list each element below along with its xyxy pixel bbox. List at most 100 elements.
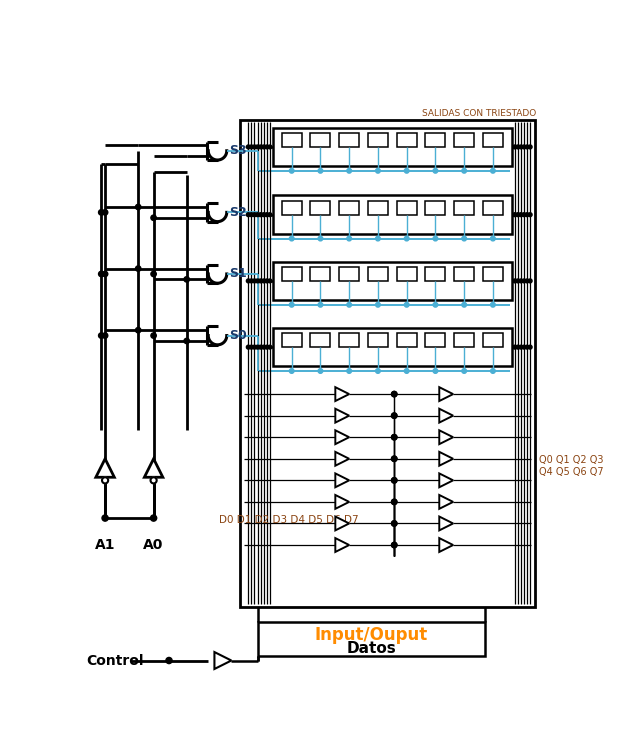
- Text: S2: S2: [229, 206, 247, 219]
- Circle shape: [102, 477, 108, 483]
- Circle shape: [259, 145, 262, 149]
- Circle shape: [391, 456, 397, 461]
- Polygon shape: [335, 430, 349, 444]
- Circle shape: [265, 145, 269, 149]
- Polygon shape: [335, 473, 349, 488]
- Bar: [368, 201, 388, 215]
- Circle shape: [347, 302, 351, 307]
- Circle shape: [391, 413, 397, 418]
- Circle shape: [391, 499, 397, 504]
- Text: Input/Ouput: Input/Ouput: [314, 626, 428, 644]
- Text: A0: A0: [143, 538, 164, 552]
- Circle shape: [249, 279, 253, 283]
- Polygon shape: [439, 452, 453, 466]
- Circle shape: [265, 279, 269, 283]
- Circle shape: [262, 212, 266, 217]
- Circle shape: [262, 279, 266, 283]
- Polygon shape: [335, 409, 349, 423]
- Circle shape: [391, 392, 397, 397]
- Bar: [281, 133, 302, 147]
- Circle shape: [513, 145, 517, 149]
- Circle shape: [375, 236, 380, 241]
- Circle shape: [347, 169, 351, 173]
- Circle shape: [391, 435, 397, 440]
- Circle shape: [268, 345, 272, 349]
- Circle shape: [246, 145, 251, 149]
- Circle shape: [256, 345, 259, 349]
- Circle shape: [391, 542, 397, 547]
- Circle shape: [491, 369, 495, 373]
- Bar: [273, 328, 512, 367]
- Circle shape: [252, 145, 256, 149]
- Bar: [281, 201, 302, 215]
- Bar: [425, 267, 445, 281]
- Circle shape: [268, 212, 272, 217]
- Circle shape: [522, 345, 526, 349]
- Circle shape: [184, 338, 189, 344]
- Circle shape: [404, 369, 409, 373]
- Circle shape: [259, 279, 262, 283]
- Circle shape: [265, 345, 269, 349]
- Bar: [310, 201, 331, 215]
- Circle shape: [151, 215, 156, 221]
- Circle shape: [516, 279, 520, 283]
- Circle shape: [151, 477, 156, 483]
- Circle shape: [256, 145, 259, 149]
- Polygon shape: [439, 516, 453, 531]
- Bar: [397, 201, 416, 215]
- Circle shape: [519, 345, 523, 349]
- Circle shape: [513, 345, 517, 349]
- Circle shape: [102, 209, 108, 215]
- Circle shape: [522, 145, 526, 149]
- Circle shape: [391, 435, 397, 440]
- Circle shape: [462, 369, 466, 373]
- Circle shape: [252, 279, 256, 283]
- Circle shape: [249, 145, 253, 149]
- Circle shape: [491, 302, 495, 307]
- Circle shape: [98, 333, 104, 338]
- Polygon shape: [439, 473, 453, 488]
- Bar: [454, 267, 474, 281]
- Circle shape: [102, 271, 108, 277]
- Text: A1: A1: [95, 538, 115, 552]
- Circle shape: [404, 302, 409, 307]
- Bar: [368, 333, 388, 347]
- Text: SALIDAS CON TRIESTADO: SALIDAS CON TRIESTADO: [422, 110, 536, 119]
- Circle shape: [102, 515, 108, 521]
- Circle shape: [528, 145, 532, 149]
- Polygon shape: [335, 387, 349, 401]
- Circle shape: [391, 521, 397, 526]
- Circle shape: [433, 236, 438, 241]
- Bar: [483, 133, 503, 147]
- Circle shape: [462, 236, 466, 241]
- Circle shape: [525, 145, 529, 149]
- Text: S3: S3: [229, 144, 247, 157]
- Polygon shape: [144, 459, 163, 477]
- Circle shape: [265, 212, 269, 217]
- Bar: [483, 201, 503, 215]
- Circle shape: [249, 345, 253, 349]
- Circle shape: [290, 369, 294, 373]
- Polygon shape: [439, 538, 453, 552]
- Circle shape: [491, 236, 495, 241]
- Bar: [310, 267, 331, 281]
- Circle shape: [249, 212, 253, 217]
- Circle shape: [166, 658, 172, 664]
- Circle shape: [262, 145, 266, 149]
- Circle shape: [136, 327, 141, 333]
- Text: S0: S0: [229, 329, 247, 342]
- Bar: [368, 133, 388, 147]
- Circle shape: [184, 277, 189, 282]
- Circle shape: [102, 333, 108, 338]
- Polygon shape: [439, 495, 453, 509]
- Bar: [281, 333, 302, 347]
- Polygon shape: [335, 495, 349, 509]
- Circle shape: [528, 212, 532, 217]
- Circle shape: [259, 345, 262, 349]
- Circle shape: [259, 212, 262, 217]
- Circle shape: [519, 212, 523, 217]
- Circle shape: [136, 204, 141, 209]
- Circle shape: [290, 169, 294, 173]
- Circle shape: [318, 302, 322, 307]
- Circle shape: [525, 212, 529, 217]
